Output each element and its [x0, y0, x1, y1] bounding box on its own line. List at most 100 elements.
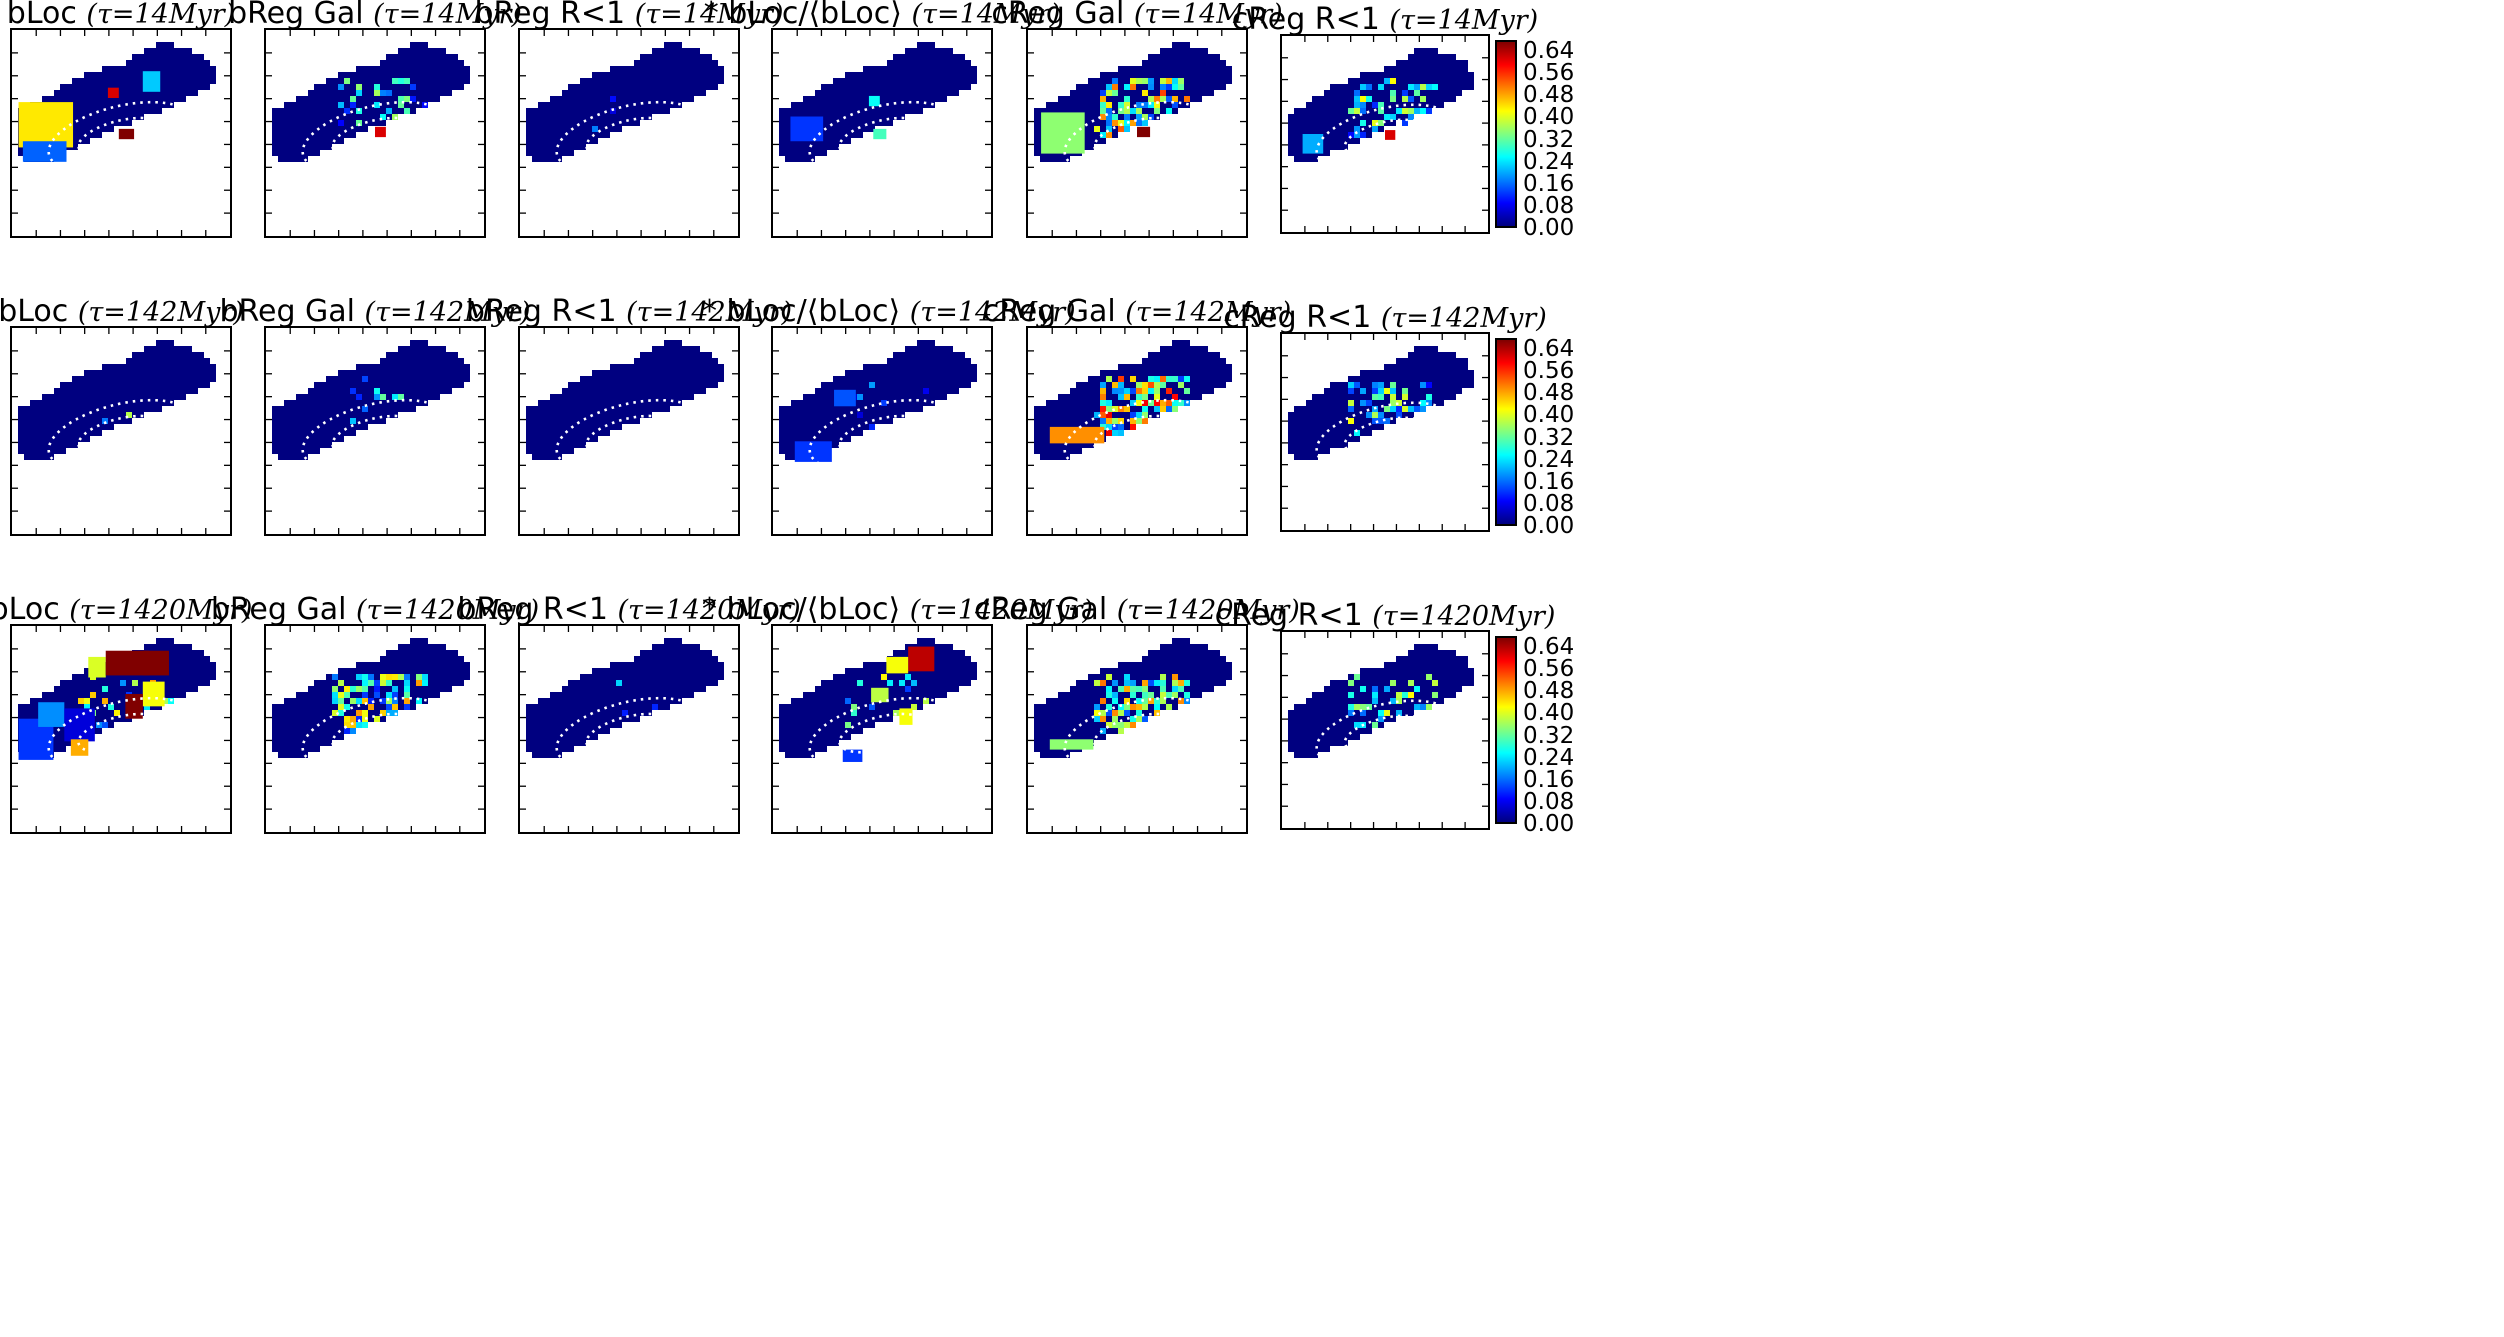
galaxy-cell — [314, 448, 320, 454]
galaxy-cell — [568, 442, 574, 448]
galaxy-cell — [779, 138, 785, 144]
galaxy-cell — [815, 96, 821, 102]
galaxy-cell — [302, 430, 308, 436]
galaxy-cell — [1372, 114, 1378, 120]
galaxy-cell — [320, 394, 326, 400]
galaxy-cell — [1312, 114, 1318, 120]
galaxy-cell — [168, 656, 174, 662]
galaxy-cell — [1076, 84, 1082, 90]
galaxy-cell — [162, 370, 168, 376]
galaxy-cell — [446, 382, 452, 388]
galaxy-cell — [586, 394, 592, 400]
galaxy-cell — [1354, 78, 1360, 84]
galaxy-cell — [1456, 84, 1462, 90]
galaxy-cell — [48, 418, 54, 424]
galaxy-cell — [700, 90, 706, 96]
galaxy-cell — [562, 418, 568, 424]
galaxy-cell — [410, 346, 416, 352]
galaxy-cell — [586, 424, 592, 430]
galaxy-cell — [1148, 72, 1154, 78]
galaxy-cell — [54, 442, 60, 448]
galaxy-cell — [84, 692, 90, 698]
galaxy-cell — [610, 418, 616, 424]
galaxy-cell — [809, 150, 815, 156]
galaxy-cell — [72, 424, 78, 430]
galaxy-cell — [935, 90, 941, 96]
galaxy-cell — [72, 132, 78, 138]
galaxy-cell — [1312, 102, 1318, 108]
galaxy-cell — [682, 394, 688, 400]
galaxy-cell — [809, 436, 815, 442]
galaxy-cell — [1324, 412, 1330, 418]
galaxy-cell — [887, 388, 893, 394]
inner-ring-ellipse — [331, 116, 419, 158]
galaxy-cell — [1166, 54, 1172, 60]
galaxy-cell — [1450, 388, 1456, 394]
galaxy-cell — [700, 54, 706, 60]
galaxy-cell — [670, 72, 676, 78]
galaxy-cell — [1330, 138, 1336, 144]
galaxy-cell — [1330, 84, 1336, 90]
galaxy-cell — [362, 114, 368, 120]
galaxy-cell — [658, 48, 664, 54]
galaxy-cell — [1420, 352, 1426, 358]
galaxy-cell — [568, 102, 574, 108]
galaxy-cell — [108, 680, 114, 686]
galaxy-cell — [198, 662, 204, 668]
galaxy-cell — [168, 78, 174, 84]
galaxy-cell — [114, 370, 120, 376]
galaxy-cell — [386, 394, 392, 400]
galaxy-cell — [180, 394, 186, 400]
galaxy-cell — [863, 400, 869, 406]
galaxy-cell — [192, 650, 198, 656]
galaxy-cell — [1112, 370, 1118, 376]
galaxy-cell — [174, 686, 180, 692]
galaxy-cell — [168, 364, 174, 370]
galaxy-cell — [1088, 376, 1094, 382]
galaxy-cell — [290, 454, 296, 460]
galaxy-cell — [1288, 138, 1294, 144]
galaxy-cell — [168, 84, 174, 90]
value-cell — [1094, 412, 1100, 418]
galaxy-cell — [272, 114, 278, 120]
galaxy-cell — [688, 90, 694, 96]
galaxy-cell — [574, 108, 580, 114]
galaxy-cell — [326, 96, 332, 102]
value-cell — [1124, 388, 1130, 394]
galaxy-cell — [198, 674, 204, 680]
galaxy-cell — [1444, 394, 1450, 400]
galaxy-cell — [1184, 48, 1190, 54]
galaxy-cell — [126, 358, 132, 364]
value-cell — [1166, 84, 1172, 90]
value-cell — [1100, 90, 1106, 96]
galaxy-cell — [156, 90, 162, 96]
galaxy-cell — [380, 60, 386, 66]
galaxy-cell — [550, 400, 556, 406]
galaxy-cell — [833, 102, 839, 108]
galaxy-cell — [550, 454, 556, 460]
galaxy-cell — [664, 78, 670, 84]
galaxy-cell — [1220, 84, 1226, 90]
galaxy-cell — [1378, 400, 1384, 406]
galaxy-cell — [851, 430, 857, 436]
galaxy-cell — [929, 382, 935, 388]
galaxy-cell — [1318, 412, 1324, 418]
galaxy-cell — [869, 412, 875, 418]
galaxy-cell — [308, 418, 314, 424]
galaxy-cell — [24, 454, 30, 460]
galaxy-cell — [1312, 400, 1318, 406]
value-cell — [1390, 78, 1396, 84]
galaxy-cell — [180, 352, 186, 358]
galaxy-cell — [887, 412, 893, 418]
value-cell — [857, 412, 863, 418]
value-cell — [386, 108, 392, 114]
galaxy-cell — [556, 418, 562, 424]
galaxy-cell — [604, 108, 610, 114]
galaxy-cell — [610, 78, 616, 84]
title-tau: (τ=14Myr) — [1389, 5, 1539, 36]
galaxy-cell — [857, 370, 863, 376]
galaxy-cell — [923, 66, 929, 72]
galaxy-cell — [186, 364, 192, 370]
galaxy-cell — [1444, 352, 1450, 358]
galaxy-cell — [1082, 138, 1088, 144]
